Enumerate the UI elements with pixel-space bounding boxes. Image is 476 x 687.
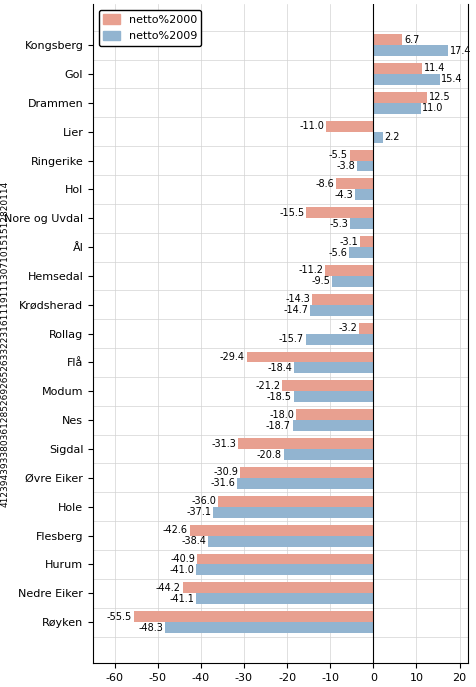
Bar	[373, 34, 402, 45]
Text: -20.8: -20.8	[257, 449, 282, 460]
Bar	[307, 207, 373, 218]
Text: -5.3: -5.3	[330, 218, 349, 229]
Bar	[355, 190, 373, 201]
Bar	[349, 247, 373, 258]
Bar	[197, 565, 373, 576]
Bar	[296, 409, 373, 420]
Text: -18.4: -18.4	[268, 363, 292, 373]
Bar	[218, 496, 373, 507]
Text: -29.4: -29.4	[220, 352, 245, 362]
Bar	[373, 92, 427, 103]
Text: -15.5: -15.5	[279, 207, 305, 218]
Text: -31.6: -31.6	[210, 478, 235, 488]
Bar	[134, 611, 373, 622]
Bar	[197, 554, 373, 565]
Text: -14.3: -14.3	[285, 294, 310, 304]
Text: -8.6: -8.6	[316, 179, 335, 189]
Bar	[373, 63, 422, 74]
Text: 15.4: 15.4	[441, 74, 463, 85]
Text: -14.7: -14.7	[283, 305, 308, 315]
Text: -36.0: -36.0	[191, 496, 216, 506]
Text: 17.4: 17.4	[450, 45, 472, 56]
Bar	[306, 334, 373, 345]
Text: 11.0: 11.0	[422, 103, 444, 113]
Text: -37.1: -37.1	[187, 507, 212, 517]
Bar	[310, 305, 373, 316]
Text: 11.4: 11.4	[424, 63, 446, 74]
Text: -11.2: -11.2	[298, 265, 323, 275]
Text: 412394393380361285269265263322316111911130710151512820114: 4123943933803612852692652633223161119111…	[0, 181, 9, 506]
Text: -3.1: -3.1	[339, 236, 358, 247]
Bar	[165, 622, 373, 633]
Bar	[293, 420, 373, 431]
Text: -3.8: -3.8	[337, 161, 355, 171]
Bar	[332, 276, 373, 287]
Legend: netto%2000, netto%2009: netto%2000, netto%2009	[99, 10, 201, 46]
Bar	[373, 45, 448, 56]
Text: -42.6: -42.6	[163, 525, 188, 535]
Text: 12.5: 12.5	[429, 92, 450, 102]
Bar	[247, 352, 373, 363]
Text: -31.3: -31.3	[212, 438, 237, 449]
Text: -21.2: -21.2	[255, 381, 280, 391]
Text: -38.4: -38.4	[181, 536, 206, 546]
Bar	[349, 150, 373, 161]
Bar	[294, 392, 373, 403]
Text: -5.6: -5.6	[328, 247, 347, 258]
Text: -18.7: -18.7	[266, 420, 291, 431]
Text: 6.7: 6.7	[404, 34, 419, 45]
Text: -15.7: -15.7	[279, 334, 304, 344]
Bar	[373, 132, 383, 143]
Text: -5.5: -5.5	[329, 150, 348, 160]
Text: -11.0: -11.0	[299, 121, 324, 131]
Bar	[294, 363, 373, 374]
Bar	[350, 218, 373, 229]
Bar	[213, 507, 373, 518]
Text: -4.3: -4.3	[334, 190, 353, 200]
Text: -48.3: -48.3	[139, 622, 163, 633]
Bar	[373, 103, 421, 114]
Bar	[312, 294, 373, 305]
Bar	[325, 265, 373, 276]
Bar	[208, 536, 373, 547]
Text: -18.5: -18.5	[267, 392, 292, 402]
Text: -3.2: -3.2	[339, 323, 358, 333]
Bar	[360, 236, 373, 247]
Bar	[183, 583, 373, 594]
Text: -9.5: -9.5	[312, 276, 331, 286]
Bar	[359, 323, 373, 334]
Bar	[282, 381, 373, 392]
Text: -40.9: -40.9	[170, 554, 195, 564]
Text: -55.5: -55.5	[107, 611, 132, 622]
Bar	[284, 449, 373, 460]
Bar	[238, 438, 373, 449]
Text: -44.2: -44.2	[156, 583, 181, 593]
Bar	[189, 525, 373, 536]
Text: -41.1: -41.1	[169, 594, 194, 604]
Bar	[237, 478, 373, 489]
Bar	[326, 121, 373, 132]
Bar	[373, 74, 440, 85]
Bar	[357, 161, 373, 172]
Text: -30.9: -30.9	[213, 467, 238, 477]
Bar	[196, 594, 373, 605]
Text: -41.0: -41.0	[170, 565, 195, 575]
Bar	[240, 467, 373, 478]
Text: -18.0: -18.0	[269, 409, 294, 420]
Bar	[336, 179, 373, 190]
Text: 2.2: 2.2	[385, 132, 400, 142]
